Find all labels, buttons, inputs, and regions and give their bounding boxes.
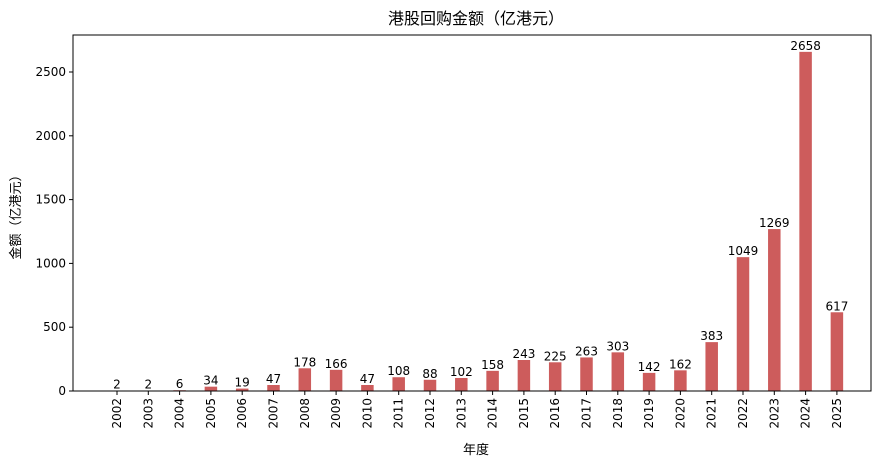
bar-2022 [736,257,750,391]
x-tick-label-2025: 2025 [830,398,844,429]
bar-2023 [768,229,781,391]
y-tick-label: 2000 [35,129,66,143]
x-tick-label-2017: 2017 [580,398,594,429]
x-tick-label-2012: 2012 [423,398,437,429]
x-tick-label-2022: 2022 [736,398,750,429]
data-label-2022: 1049 [728,244,759,258]
y-tick-label: 0 [58,384,66,398]
plot-area: 0 500 1000 1500 2000 2500 2 2002 2 2003 6 2004 34 200… [35,39,848,429]
bar-2024 [799,51,812,391]
data-label-2009: 166 [325,357,348,371]
bar-2008 [298,368,312,391]
y-tick-label: 500 [43,320,66,334]
data-label-2004: 6 [176,377,184,391]
x-tick-label-2024: 2024 [799,398,813,429]
bar-2017 [580,357,593,391]
data-label-2008: 178 [293,355,316,369]
x-tick-label-2009: 2009 [329,398,343,429]
x-tick-label-2019: 2019 [642,398,656,429]
x-tick-label-2008: 2008 [298,398,312,429]
bar-2005 [204,386,218,391]
x-tick-label-2013: 2013 [454,398,468,429]
x-tick-label-2010: 2010 [360,398,374,429]
data-label-2003: 2 [144,378,152,392]
data-label-2018: 303 [606,339,629,353]
bar-2006 [235,388,249,391]
data-label-2010: 47 [360,372,375,386]
plot-frame [72,34,872,392]
bar-2020 [674,370,687,391]
data-label-2014: 158 [481,358,504,372]
bar-2011 [392,377,405,391]
x-tick-label-2005: 2005 [204,398,218,429]
data-label-2002: 2 [113,378,121,392]
bar-2015 [517,359,531,391]
data-label-2024: 2658 [790,39,821,53]
data-label-2020: 162 [669,357,692,371]
data-label-2025: 617 [825,299,848,313]
y-tick-label: 1500 [35,193,66,207]
bar-2010 [361,385,374,391]
data-label-2019: 142 [638,360,661,374]
bar-2025 [830,312,844,391]
y-tick-label: 2500 [35,65,66,79]
data-label-2006: 19 [235,376,250,390]
bar-2012 [423,379,437,391]
bar-2009 [329,369,343,391]
data-label-2012: 88 [422,367,437,381]
bar-2007 [267,385,280,391]
x-tick-label-2014: 2014 [486,398,500,429]
bar-2021 [705,342,718,391]
data-label-2011: 108 [387,364,410,378]
data-label-2015: 243 [512,347,535,361]
y-tick-label: 1000 [35,256,66,270]
x-tick-label-2015: 2015 [517,398,531,429]
data-label-2005: 34 [203,374,218,388]
x-tick-label-2023: 2023 [767,398,781,429]
x-tick-label-2002: 2002 [110,398,124,429]
chart-title: 港股回购金额（亿港元） [388,9,564,28]
x-axis-label: 年度 [463,442,489,458]
y-axis-label: 金额（亿港元） [8,168,24,259]
data-label-2016: 225 [544,349,567,363]
data-label-2007: 47 [266,372,281,386]
x-tick-label-2007: 2007 [267,398,281,429]
x-tick-label-2018: 2018 [611,398,625,429]
bar-2018 [611,352,625,391]
bar-2016 [548,362,562,391]
data-label-2021: 383 [700,329,723,343]
x-tick-label-2021: 2021 [705,398,719,429]
data-label-2017: 263 [575,344,598,358]
x-tick-label-2003: 2003 [141,398,155,429]
x-tick-label-2016: 2016 [548,398,562,429]
bar-2013 [455,377,468,391]
x-tick-label-2011: 2011 [392,398,406,429]
data-label-2013: 102 [450,365,473,379]
bar-2019 [642,372,656,391]
x-tick-label-2006: 2006 [235,398,249,429]
x-tick-label-2004: 2004 [173,398,187,429]
data-label-2023: 1269 [759,216,790,230]
x-tick-label-2020: 2020 [673,398,687,429]
bar-2014 [486,370,499,391]
